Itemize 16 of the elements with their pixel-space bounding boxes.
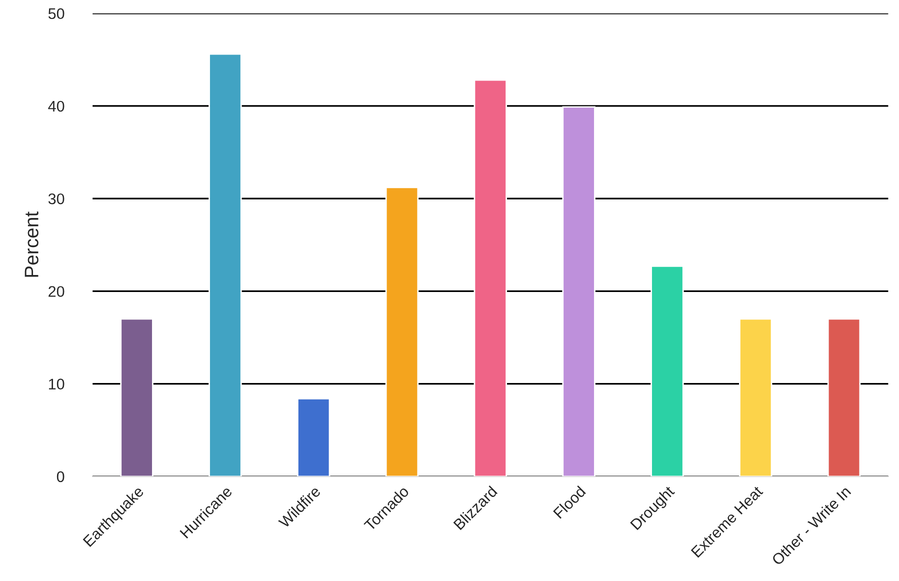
y-tick-label: 10 — [48, 378, 64, 390]
y-tick-label: 40 — [48, 100, 64, 112]
y-tick-label: 20 — [48, 286, 64, 297]
bar — [739, 318, 772, 476]
y-axis-title: Percent — [24, 212, 38, 277]
bar — [827, 318, 861, 476]
bar — [385, 186, 419, 476]
y-tick-label: 0 — [56, 471, 64, 482]
y-tick-label: 30 — [48, 193, 64, 204]
bar — [120, 318, 154, 476]
bar — [562, 106, 596, 476]
bar — [650, 265, 684, 476]
y-tick-label: 50 — [48, 8, 64, 20]
bar — [474, 79, 508, 476]
bar — [208, 53, 242, 476]
bar — [296, 398, 330, 476]
